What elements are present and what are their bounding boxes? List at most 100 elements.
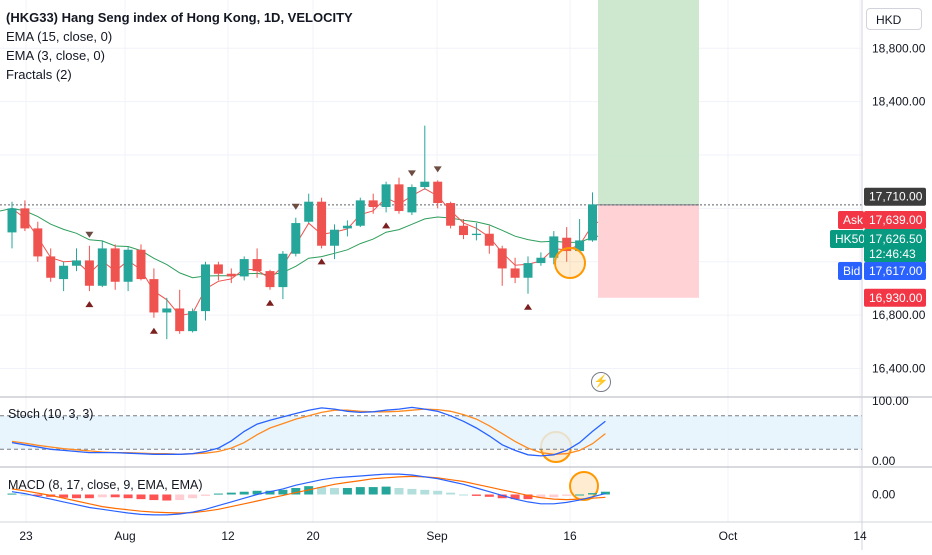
candle-body bbox=[84, 260, 94, 286]
candle-body bbox=[536, 257, 546, 264]
candle bbox=[188, 308, 198, 333]
macd-histogram-bar bbox=[355, 487, 365, 495]
candle bbox=[7, 201, 17, 249]
candle bbox=[497, 245, 507, 286]
candle bbox=[446, 201, 456, 229]
macd-histogram-bar bbox=[407, 488, 417, 495]
stoch-label[interactable]: Stoch (10, 3, 3) bbox=[8, 407, 94, 421]
macd-histogram-bar bbox=[588, 493, 597, 495]
macd-histogram-bar bbox=[175, 494, 185, 501]
countdown-value: 12:46:43 bbox=[869, 247, 916, 261]
candle bbox=[201, 261, 210, 321]
price-label-17710-bg bbox=[864, 187, 926, 206]
candle-body bbox=[330, 229, 339, 246]
candle-body bbox=[575, 240, 585, 252]
macd-histogram-bar bbox=[201, 494, 210, 496]
legend-fractals[interactable]: Fractals (2) bbox=[6, 67, 72, 82]
lightning-icon[interactable]: ⚡ bbox=[591, 372, 611, 392]
candle-body bbox=[523, 263, 533, 278]
candle-body bbox=[201, 264, 210, 312]
macd-histogram-bar bbox=[459, 494, 468, 496]
macd-histogram-bar bbox=[433, 490, 443, 495]
macd-histogram-bar bbox=[252, 490, 262, 495]
macd-pane bbox=[7, 473, 610, 516]
legend-title[interactable]: (HKG33) Hang Seng index of Hong Kong, 1D… bbox=[6, 10, 353, 25]
candle-body bbox=[123, 249, 133, 282]
currency-selector[interactable]: HKD bbox=[866, 8, 922, 30]
macd-histogram-bar bbox=[226, 492, 236, 495]
candle bbox=[226, 268, 236, 284]
candle-body bbox=[226, 273, 236, 277]
candle-body bbox=[175, 308, 185, 332]
price-label-17710-tag: 17,710.00 bbox=[864, 187, 926, 206]
stoch-tick-label: 100.00 bbox=[872, 394, 909, 408]
fractal-down-marker bbox=[382, 222, 391, 229]
candle-body bbox=[549, 236, 559, 258]
macd-histogram-bar bbox=[278, 489, 288, 495]
fractal-up-marker bbox=[407, 170, 416, 177]
candle bbox=[510, 257, 520, 284]
candle-body bbox=[162, 308, 172, 313]
symbol-tag: HK50 bbox=[835, 232, 865, 246]
candle bbox=[149, 268, 159, 318]
candle-body bbox=[562, 237, 572, 252]
ask-value: 17,639.00 bbox=[869, 213, 923, 227]
macd-label[interactable]: MACD (8, 17, close, 9, EMA, EMA) bbox=[8, 478, 203, 492]
stochastic-pane bbox=[0, 406, 862, 457]
candle-body bbox=[59, 265, 69, 280]
legend-ema-15[interactable]: EMA (15, close, 0) bbox=[6, 29, 113, 44]
candle-body bbox=[239, 259, 249, 277]
stoch-tick-label: 0.00 bbox=[872, 454, 896, 468]
candle bbox=[575, 219, 585, 253]
fractal-up-marker bbox=[291, 203, 300, 210]
fractal-down-marker bbox=[149, 327, 158, 334]
bid-value-tag: 17,617.00 bbox=[864, 262, 926, 280]
symbol-tag-bg bbox=[830, 230, 864, 248]
candle bbox=[588, 192, 597, 242]
last-price-bg bbox=[864, 229, 926, 262]
time-tick-label: Oct bbox=[719, 529, 738, 543]
candle-body bbox=[136, 249, 146, 280]
candle-body bbox=[265, 271, 275, 288]
candle bbox=[59, 261, 69, 292]
stoch-k-line bbox=[11, 406, 606, 457]
candle bbox=[123, 247, 133, 292]
macd-histogram-bar bbox=[549, 494, 559, 498]
candle-body bbox=[110, 248, 120, 282]
candle bbox=[342, 220, 352, 237]
fractal-down-marker bbox=[524, 303, 532, 310]
candle bbox=[97, 240, 107, 288]
price-tick-label: 18,800.00 bbox=[872, 41, 926, 55]
macd-histogram-bar bbox=[523, 494, 533, 500]
candle-body bbox=[149, 279, 159, 313]
macd-histogram-bar bbox=[188, 494, 198, 499]
candle-body bbox=[304, 201, 314, 222]
candle-body bbox=[278, 253, 288, 288]
macd-histogram-bar bbox=[149, 494, 159, 501]
candle-body bbox=[368, 200, 378, 208]
candle bbox=[471, 223, 481, 241]
candle bbox=[136, 244, 146, 281]
candles bbox=[7, 125, 597, 340]
macd-histogram-bar bbox=[562, 494, 572, 496]
fractal-down-marker bbox=[85, 301, 94, 308]
macd-histogram-bar bbox=[330, 488, 339, 495]
stop-price-label-bg bbox=[864, 288, 926, 307]
candle bbox=[459, 219, 468, 240]
candle-body bbox=[317, 201, 327, 246]
candle bbox=[562, 227, 572, 262]
macd-histogram-bar bbox=[291, 488, 301, 495]
candle bbox=[239, 256, 249, 281]
stop-price-label: 16,930.00 bbox=[869, 291, 923, 305]
bid-label-bg bbox=[838, 262, 862, 280]
macd-histogram-bar bbox=[368, 487, 378, 495]
candle-body bbox=[213, 264, 223, 274]
macd-tick-label: 0.00 bbox=[872, 488, 896, 502]
candle bbox=[46, 248, 56, 282]
ask-value-bg bbox=[864, 211, 926, 229]
legend-ema-3[interactable]: EMA (3, close, 0) bbox=[6, 48, 105, 63]
